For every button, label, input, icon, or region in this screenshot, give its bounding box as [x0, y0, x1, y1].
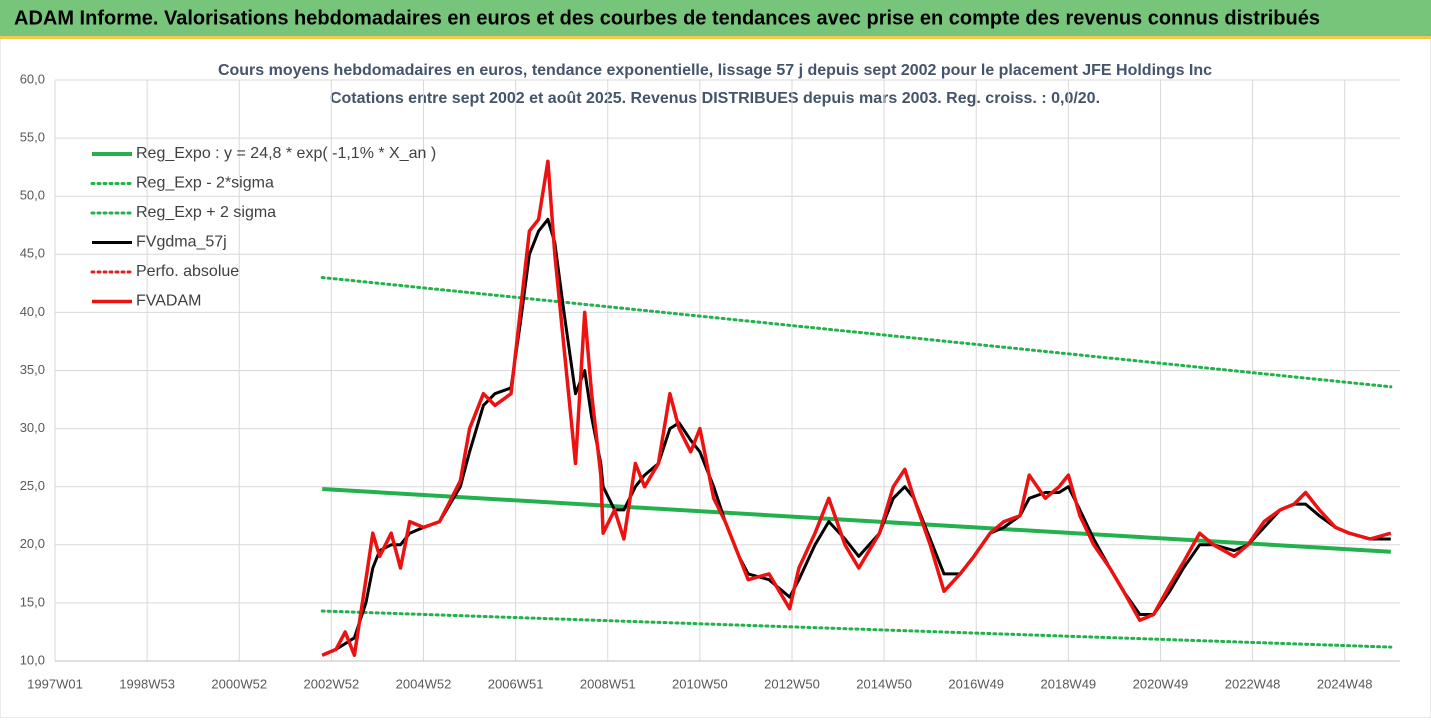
- x-tick-label: 2014W50: [856, 676, 912, 691]
- y-tick-label: 45,0: [20, 246, 45, 261]
- x-tick-label: 2020W49: [1133, 676, 1189, 691]
- x-tick-label: 2016W49: [948, 676, 1004, 691]
- y-tick-label: 20,0: [20, 536, 45, 551]
- legend-label: FVgdma_57j: [136, 234, 227, 251]
- x-tick-label: 1997W01: [27, 676, 83, 691]
- x-tick-label: 1998W53: [119, 676, 175, 691]
- series-line: [320, 609, 1393, 649]
- x-tick-label: 2024W48: [1317, 676, 1373, 691]
- x-tick-label: 2022W48: [1225, 676, 1281, 691]
- legend-label: Reg_Exp - 2*sigma: [136, 175, 274, 192]
- chart-title: Cours moyens hebdomadaires en euros, ten…: [218, 62, 1212, 79]
- y-tick-label: 50,0: [20, 188, 45, 203]
- x-tick-label: 2000W52: [211, 676, 267, 691]
- x-tick-label: 2010W50: [672, 676, 728, 691]
- x-tick-label: 2004W52: [396, 676, 452, 691]
- x-tick-label: 2012W50: [764, 676, 820, 691]
- x-tick-label: 2018W49: [1041, 676, 1097, 691]
- legend-label: FVADAM: [136, 293, 201, 310]
- legend-label: Reg_Exp + 2 sigma: [136, 204, 276, 221]
- y-tick-label: 15,0: [20, 594, 45, 609]
- y-tick-label: 55,0: [20, 130, 45, 145]
- x-tick-label: 2002W52: [304, 676, 360, 691]
- title-bar-border: [0, 36, 1431, 39]
- legend-label: Perfo. absolue: [136, 263, 239, 280]
- y-tick-label: 25,0: [20, 478, 45, 493]
- page-title: ADAM Informe. Valorisations hebdomadaire…: [14, 7, 1320, 29]
- series-line: [322, 487, 1391, 554]
- y-tick-label: 10,0: [20, 652, 45, 667]
- y-tick-label: 35,0: [20, 362, 45, 377]
- series-line: [321, 159, 1392, 657]
- x-tick-label: 2008W51: [580, 676, 636, 691]
- legend-label: Reg_Expo : y = 24,8 * exp( -1,1% * X_an …: [136, 145, 436, 162]
- y-tick-label: 60,0: [20, 71, 45, 86]
- chart-subtitle: Cotations entre sept 2002 et août 2025. …: [330, 90, 1100, 107]
- y-tick-label: 40,0: [20, 304, 45, 319]
- x-tick-label: 2006W51: [488, 676, 544, 691]
- series-line: [320, 276, 1393, 389]
- y-tick-label: 30,0: [20, 420, 45, 435]
- title-bar: [0, 0, 1431, 36]
